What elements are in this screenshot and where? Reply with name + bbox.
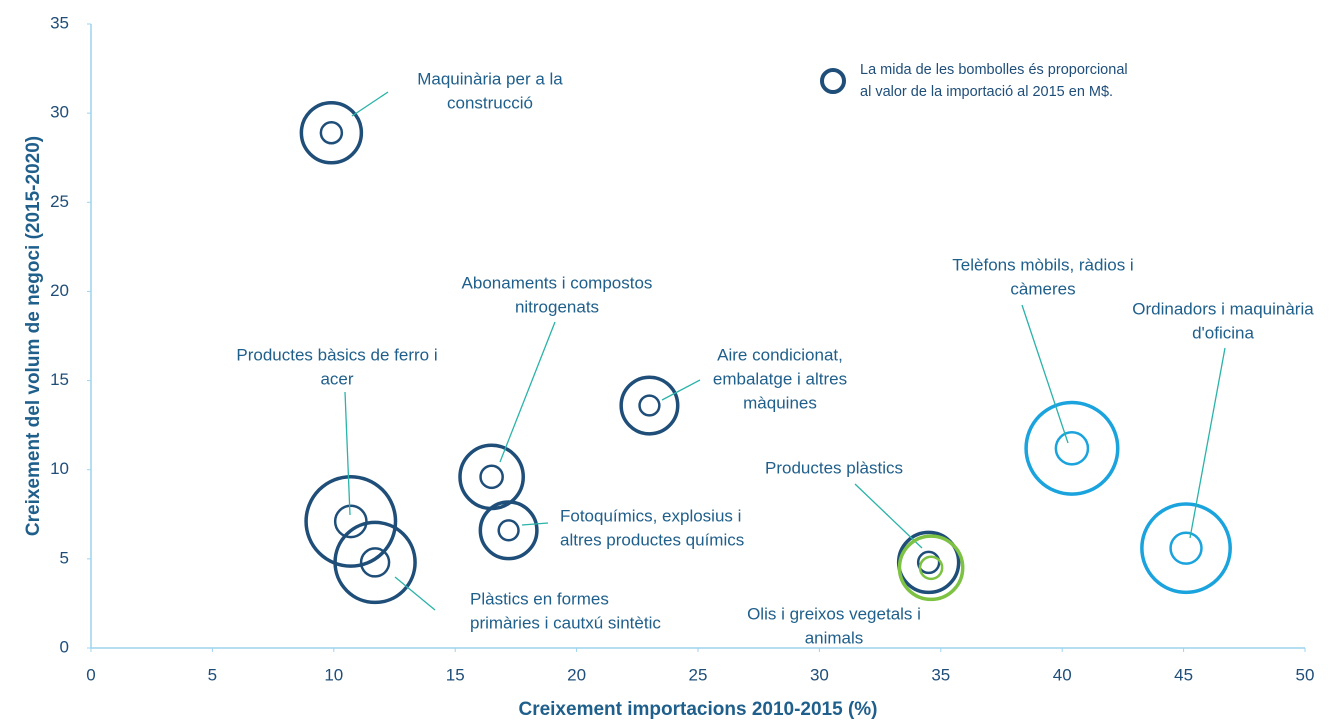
leader-line [394,576,436,611]
leader-line [1189,347,1226,539]
bubble-label: d'oficina [1192,323,1254,342]
bubble [333,520,417,605]
bubble-icon [916,550,941,575]
leader-line [344,391,351,516]
bubble-label: altres productes químics [560,530,744,549]
x-tick-label: 10 [324,665,343,684]
y-tick-label: 30 [50,103,69,122]
bubble-icon [497,519,520,542]
bubble-label: Aire condicionat, [717,345,843,364]
bubble [458,443,525,511]
y-tick-label: 10 [50,459,69,478]
bubble-label: construcció [447,93,533,112]
note-line: La mida de les bombolles és proporcional [860,62,1128,78]
y-tick-label: 0 [60,637,69,656]
leader-line [351,91,389,117]
bubble-icon [1054,431,1090,466]
bubble-label: primàries i cautxú sintètic [470,613,661,632]
legend-icon [820,68,846,94]
bubble-label: Maquinària per a la [417,69,563,88]
bubble-label: nitrogenats [515,297,599,316]
leader-line [521,522,549,526]
leader-line [854,483,923,549]
x-tick-label: 0 [86,665,95,684]
x-tick-label: 45 [1174,665,1193,684]
x-axis-title: Creixement importacions 2010-2015 (%) [518,699,877,720]
bubble-label: embalatge i altres [713,369,847,388]
bubble-label: Plàstics en formes [470,589,609,608]
bubble [478,500,539,561]
bubble-label: Ordinadors i maquinària [1132,299,1314,318]
bubble-label: Fotoquímics, explosius i [560,506,741,525]
x-tick-label: 35 [931,665,950,684]
bubble-label: Abonaments i compostos [462,273,653,292]
bubble-icon [359,547,391,578]
bubble-label: Productes bàsics de ferro i [236,345,437,364]
y-tick-label: 35 [50,13,69,32]
x-tick-label: 15 [446,665,465,684]
x-tick-label: 40 [1053,665,1072,684]
bubble-icon [1169,531,1203,565]
bubble-label: càmeres [1010,279,1075,298]
bubble [619,375,680,436]
x-tick-label: 50 [1296,665,1315,684]
y-tick-label: 25 [50,192,69,211]
bubble-label: acer [320,369,353,388]
bubble [1024,400,1120,496]
bubble [304,474,398,568]
x-tick-label: 30 [810,665,829,684]
x-tick-label: 25 [689,665,708,684]
bubble-label: Olis i greixos vegetals i [747,604,921,623]
bubble-icon [638,394,661,417]
y-axis-title: Creixement del volum de negoci (2015-202… [23,136,44,536]
bubble-icon [319,121,344,145]
bubble [1140,502,1232,595]
bubble-label: Productes plàstics [765,458,903,477]
leader-line [661,379,701,401]
leader-line [499,321,556,463]
y-tick-label: 5 [60,548,69,567]
y-tick-label: 20 [50,281,69,300]
bubble-icon [918,555,944,581]
bubble-icon [479,464,504,490]
x-tick-label: 20 [567,665,586,684]
x-tick-label: 5 [208,665,217,684]
bubble-label: animals [805,628,864,647]
leader-line [1021,304,1069,444]
y-tick-label: 15 [50,370,69,389]
bubble-icon [333,504,368,539]
bubble-label: màquines [743,393,817,412]
bubble [299,101,364,165]
bubble-label: Telèfons mòbils, ràdios i [952,255,1133,274]
note-line: al valor de la importació al 2015 en M$. [860,84,1113,100]
bubble [897,534,965,602]
